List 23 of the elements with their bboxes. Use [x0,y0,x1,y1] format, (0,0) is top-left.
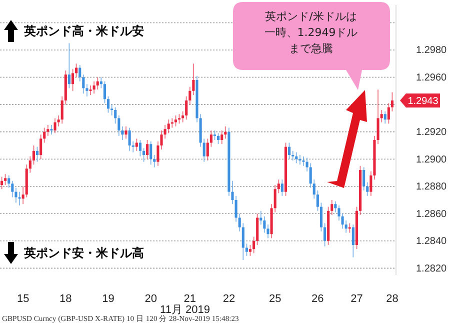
y-tick-label: 1.2820 [416,263,448,274]
x-tick-label: 18 [60,292,72,305]
annotation: 1.2943 [408,96,439,107]
x-tick-label: 28 [386,292,398,305]
annotation: 英ポンド高・米ドル安 [23,24,144,38]
x-tick-label: 25 [268,292,282,305]
y-tick-label: 1.2840 [416,236,448,248]
x-tick-label: 22 [222,292,236,305]
y-tick-label: 1.2920 [416,127,448,138]
y-tick-label: 1.2980 [416,45,448,56]
x-tick-label: 21 [184,292,196,305]
x-axis-title: 11月 2019 [160,304,210,316]
y-tick-label: 1.2900 [416,154,448,166]
annotation: 英ポンド/米ドルは一時、1.2949ドルまで急騰 [264,10,358,55]
annotation: 英ポンド安・米ドル高 [23,246,144,260]
y-tick-label: 1.2880 [416,182,448,193]
y-tick-label: 1.2960 [416,72,448,84]
x-tick-label: 27 [350,292,363,305]
x-tick-label: 20 [144,292,157,305]
y-tick-label: 1.2860 [416,208,448,220]
x-tick-label: 26 [312,292,324,305]
x-tick-label: 19 [102,292,114,305]
x-tick-label: 15 [16,292,30,305]
